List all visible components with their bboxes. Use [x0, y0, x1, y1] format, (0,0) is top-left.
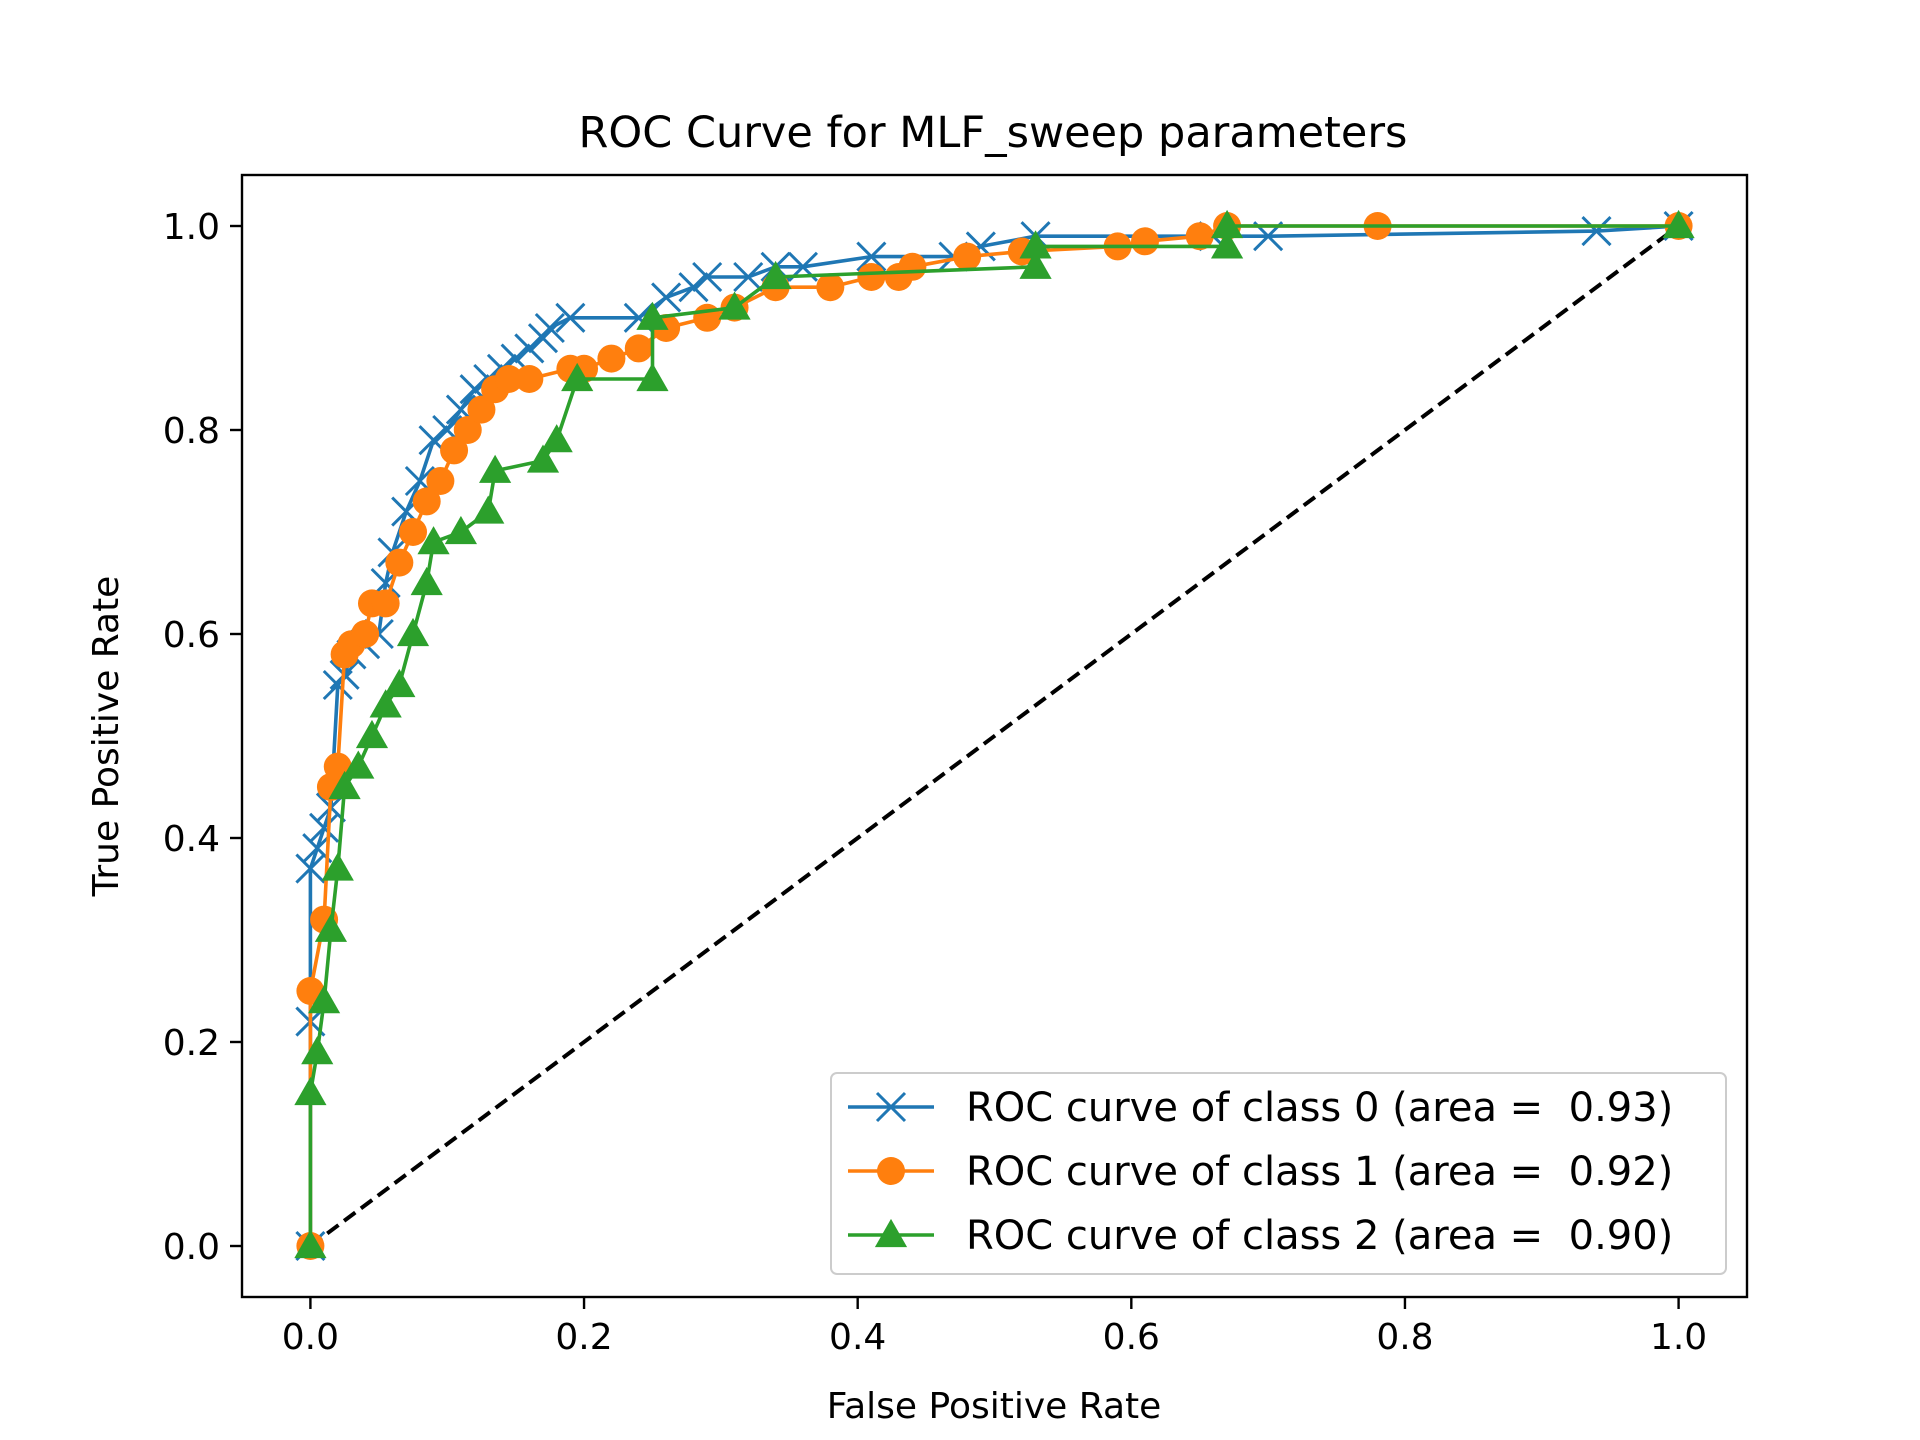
data-point: [526, 444, 560, 473]
data-point: [385, 548, 414, 577]
data-point: [1662, 209, 1695, 239]
data-point: [856, 241, 887, 272]
data-point: [314, 913, 348, 942]
data-point: [355, 719, 389, 749]
y-tick-label: 1.0: [163, 207, 220, 248]
x-axis-ticks: 0.0 0.2 0.4 0.6 0.8 1.0: [282, 1297, 1707, 1358]
data-point: [328, 770, 361, 800]
data-point: [467, 395, 496, 424]
data-point: [875, 1091, 907, 1123]
data-point: [396, 617, 430, 647]
x-tick-label: 0.6: [1103, 1317, 1160, 1358]
data-point: [1019, 230, 1052, 259]
data-point: [1581, 216, 1612, 247]
legend-entries: ROC curve of class 0 (area = 0.93) ROC cu…: [848, 1085, 1673, 1259]
data-point: [692, 261, 723, 293]
data-point: [540, 424, 573, 453]
data-point: [342, 750, 375, 779]
plot-area: 0.0 0.2 0.4 0.6 0.8 1.0 0.0 0.2 0.4 0.6 0.8 1.0: [163, 173, 1749, 1358]
data-point: [857, 263, 886, 291]
data-point: [1019, 250, 1052, 279]
plot-frame: [240, 173, 1749, 1299]
legend-label: ROC curve of class 2 (area = 0.90): [966, 1213, 1673, 1259]
data-point: [301, 1036, 334, 1065]
data-point: [534, 312, 565, 344]
data-point: [597, 344, 626, 373]
y-tick-label: 0.2: [163, 1023, 220, 1064]
data-point: [816, 273, 845, 302]
data-point: [1185, 222, 1214, 251]
data-point: [321, 852, 354, 881]
data-point: [759, 260, 792, 290]
data-point: [515, 365, 544, 393]
data-point: [636, 362, 669, 392]
y-axis-ticks: 0.0 0.2 0.4 0.6 0.8 1.0: [163, 207, 242, 1268]
x-tick-label: 0.2: [555, 1317, 612, 1358]
x-tick-label: 0.8: [1376, 1317, 1433, 1358]
data-point: [718, 291, 751, 320]
data-point: [624, 334, 653, 363]
y-tick-label: 0.8: [163, 411, 220, 452]
x-tick-label: 0.4: [829, 1317, 886, 1358]
y-axis-title: True Positive Rate: [86, 576, 127, 898]
data-point: [371, 589, 400, 618]
legend: ROC curve of class 0 (area = 0.93) ROC cu…: [830, 1072, 1727, 1275]
reference-diagonal-group: [309, 224, 1680, 1248]
data-point: [369, 689, 402, 718]
chart-title: ROC Curve for MLF_sweep parameters: [579, 108, 1408, 158]
x-axis-title: False Positive Rate: [827, 1386, 1162, 1427]
legend-entry: ROC curve of class 0 (area = 0.93): [848, 1085, 1673, 1131]
legend-entry: ROC curve of class 2 (area = 0.90): [848, 1213, 1673, 1259]
y-tick-label: 0.0: [163, 1227, 220, 1268]
data-point: [472, 495, 505, 524]
data-point: [555, 302, 586, 333]
x-tick-label: 1.0: [1650, 1317, 1707, 1358]
y-tick-label: 0.4: [163, 819, 220, 860]
data-point: [351, 620, 380, 648]
data-point: [453, 416, 482, 444]
data-point: [636, 301, 669, 330]
data-point: [294, 1076, 327, 1106]
data-point: [1210, 230, 1244, 259]
data-point: [479, 454, 512, 483]
series-layer: [294, 209, 1695, 1262]
data-point: [295, 853, 326, 884]
legend-label: ROC curve of class 0 (area = 0.93): [966, 1085, 1673, 1131]
x-tick-label: 0.0: [282, 1317, 339, 1358]
data-point: [1210, 209, 1244, 239]
data-point: [494, 365, 523, 393]
data-point: [898, 252, 927, 281]
data-point: [953, 242, 982, 271]
legend-box: [830, 1072, 1727, 1275]
legend-label: ROC curve of class 1 (area = 0.92): [966, 1149, 1673, 1195]
data-point: [444, 515, 478, 545]
data-point: [383, 668, 416, 698]
y-tick-label: 0.6: [163, 615, 220, 656]
data-point: [426, 467, 455, 495]
reference-diagonal: [309, 224, 1680, 1248]
data-point: [651, 282, 682, 313]
data-point: [877, 1157, 905, 1185]
data-point: [733, 261, 764, 293]
data-point: [561, 362, 594, 392]
series-class-2: [294, 209, 1695, 1259]
data-point: [1131, 227, 1159, 256]
data-point: [412, 487, 441, 516]
data-point: [294, 1229, 327, 1259]
data-point: [307, 985, 341, 1014]
legend-entry: ROC curve of class 1 (area = 0.92): [848, 1149, 1673, 1195]
data-point: [678, 272, 709, 303]
data-point: [309, 812, 340, 843]
data-point: [417, 526, 450, 555]
data-point: [399, 518, 428, 546]
data-point: [874, 1218, 908, 1248]
data-point: [410, 566, 443, 596]
data-point: [440, 436, 469, 465]
